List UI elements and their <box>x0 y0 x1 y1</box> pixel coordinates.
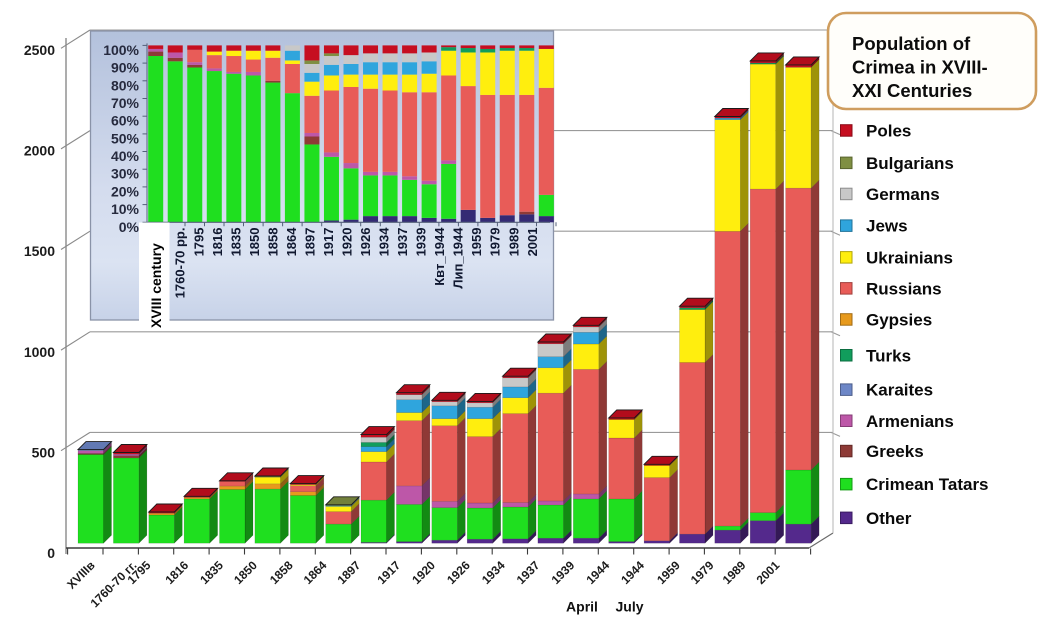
svg-text:90%: 90% <box>111 60 140 76</box>
svg-text:1989: 1989 <box>506 228 521 257</box>
svg-text:Лип_1944: Лип_1944 <box>451 227 466 289</box>
svg-text:July: July <box>615 599 643 615</box>
svg-text:0: 0 <box>47 545 55 561</box>
svg-text:80%: 80% <box>111 77 140 93</box>
svg-text:1760-70 рр.: 1760-70 рр. <box>173 228 188 299</box>
svg-text:Other: Other <box>866 509 912 528</box>
svg-text:500: 500 <box>32 444 56 460</box>
svg-text:Ukrainians: Ukrainians <box>866 248 953 267</box>
svg-text:1858: 1858 <box>265 228 280 257</box>
svg-text:1897: 1897 <box>302 228 317 257</box>
svg-text:1500: 1500 <box>24 243 55 259</box>
svg-text:Turks: Turks <box>866 346 911 365</box>
svg-text:30%: 30% <box>111 166 140 182</box>
svg-text:Bulgarians: Bulgarians <box>866 154 954 173</box>
svg-text:1795: 1795 <box>191 228 206 257</box>
svg-text:2000: 2000 <box>24 143 55 159</box>
svg-text:1000: 1000 <box>24 344 55 360</box>
svg-text:Crimea in XVIII-: Crimea in XVIII- <box>852 57 988 78</box>
svg-text:1937: 1937 <box>395 228 410 257</box>
svg-text:1926: 1926 <box>358 228 373 257</box>
svg-text:100%: 100% <box>103 42 139 58</box>
svg-text:40%: 40% <box>111 148 140 164</box>
svg-text:1835: 1835 <box>228 228 243 257</box>
svg-text:Gypsies: Gypsies <box>866 311 932 330</box>
svg-text:1934: 1934 <box>377 227 392 257</box>
svg-text:1959: 1959 <box>469 228 484 257</box>
svg-text:70%: 70% <box>111 95 140 111</box>
svg-text:Karaites: Karaites <box>866 381 933 400</box>
svg-text:Population of: Population of <box>852 33 971 54</box>
svg-text:XVIII century: XVIII century <box>148 243 164 328</box>
svg-text:20%: 20% <box>111 183 140 199</box>
svg-text:1979: 1979 <box>488 228 503 257</box>
svg-text:Russians: Russians <box>866 279 942 298</box>
svg-text:1864: 1864 <box>284 227 299 257</box>
svg-text:Квт_1944: Квт_1944 <box>432 227 447 286</box>
svg-text:April: April <box>566 599 598 615</box>
svg-text:1850: 1850 <box>247 228 262 257</box>
svg-text:0%: 0% <box>119 219 140 235</box>
svg-text:1816: 1816 <box>210 228 225 257</box>
svg-text:Germans: Germans <box>866 185 940 204</box>
svg-text:Crimean Tatars: Crimean Tatars <box>866 475 989 494</box>
svg-text:10%: 10% <box>111 201 140 217</box>
svg-text:1917: 1917 <box>321 228 336 257</box>
svg-text:XXI Centuries: XXI Centuries <box>852 80 972 101</box>
svg-text:2500: 2500 <box>24 42 55 58</box>
svg-text:Poles: Poles <box>866 122 911 141</box>
svg-text:2001: 2001 <box>525 228 540 257</box>
svg-text:1939: 1939 <box>414 228 429 257</box>
svg-text:Greeks: Greeks <box>866 442 924 461</box>
svg-text:60%: 60% <box>111 113 140 129</box>
svg-text:Jews: Jews <box>866 217 908 236</box>
svg-text:50%: 50% <box>111 130 140 146</box>
svg-text:1920: 1920 <box>340 228 355 257</box>
svg-text:Armenians: Armenians <box>866 412 954 431</box>
